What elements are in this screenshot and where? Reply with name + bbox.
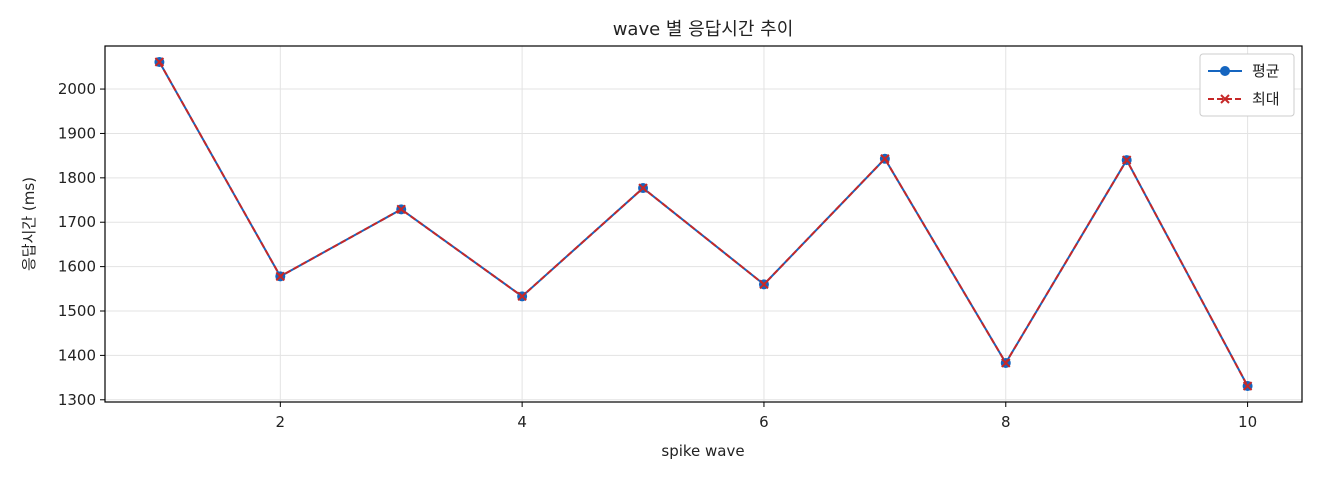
legend: 평균 최대 xyxy=(1199,53,1295,117)
data-point-max xyxy=(154,57,165,67)
data-point-max xyxy=(1121,155,1132,165)
x-tick-label: 8 xyxy=(1001,413,1011,431)
axis-ticks: 2 4 6 8 10 1300 1400 1500 1600 1700 1800 1900 2000 xyxy=(58,80,1257,431)
legend-marker-avg xyxy=(1220,66,1230,76)
series-line-avg xyxy=(158,61,1249,387)
x-tick-label: 2 xyxy=(276,413,286,431)
x-tick-label: 10 xyxy=(1238,413,1257,431)
y-tick-label: 1500 xyxy=(58,302,96,320)
x-tick-label: 4 xyxy=(517,413,527,431)
data-point-max xyxy=(1242,381,1253,391)
y-tick-label: 1300 xyxy=(58,391,96,409)
y-tick-label: 1700 xyxy=(58,213,96,231)
y-tick-label: 1400 xyxy=(58,346,96,364)
y-tick-label: 1900 xyxy=(58,124,96,142)
data-point-max xyxy=(759,279,769,290)
x-axis-label: spike wave xyxy=(661,442,744,460)
data-point-max xyxy=(517,291,527,302)
series-layer xyxy=(154,56,1253,392)
legend-label-avg: 평균 xyxy=(1252,62,1280,80)
plot-area xyxy=(104,45,1303,403)
data-point-max xyxy=(396,204,406,215)
data-point-max xyxy=(880,154,890,164)
series-line-max xyxy=(158,61,1249,387)
grid-lines xyxy=(105,46,1302,402)
legend-label-max: 최대 xyxy=(1252,90,1280,108)
chart-title: wave 별 응답시간 추이 xyxy=(613,19,794,40)
y-axis-label: 응답시간 (ms) xyxy=(20,177,38,271)
data-point-max xyxy=(638,183,648,193)
y-tick-label: 1800 xyxy=(58,169,96,187)
y-tick-label: 2000 xyxy=(58,80,96,98)
data-point-max xyxy=(1001,358,1011,368)
data-point-max xyxy=(275,271,286,282)
y-tick-label: 1600 xyxy=(58,258,96,276)
x-tick-label: 6 xyxy=(759,413,769,431)
legend-box xyxy=(1199,53,1295,117)
legend-marker-max xyxy=(1220,94,1230,104)
